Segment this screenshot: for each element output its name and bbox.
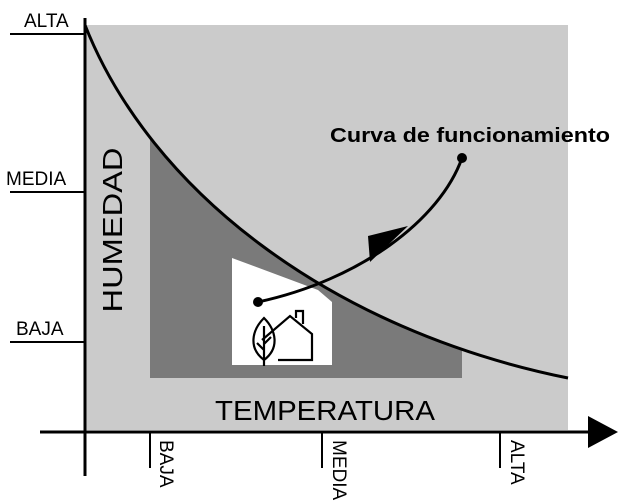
x-level-label: BAJA [155,440,176,488]
y-level-label: MEDIA [6,169,67,190]
operating-curve [83,24,569,380]
x-axis-label: TEMPERATURA [215,395,435,426]
annotation-arrow [257,157,464,304]
x-level-label: ALTA [506,440,527,485]
arrow-dot [457,153,467,163]
arrow-dot [253,297,263,307]
y-level-label: BAJA [16,319,64,340]
arrow-head [368,226,408,262]
y-axis-label: HUMEDAD [97,148,128,313]
x-axis-arrow [588,416,618,448]
annotation-label: Curva de funcionamiento [330,125,610,147]
eco-zone [232,258,332,365]
above-curve [85,25,568,378]
x-level-label: MEDIA [328,440,349,501]
y-level-label: ALTA [24,11,69,32]
house-icon [252,309,314,366]
